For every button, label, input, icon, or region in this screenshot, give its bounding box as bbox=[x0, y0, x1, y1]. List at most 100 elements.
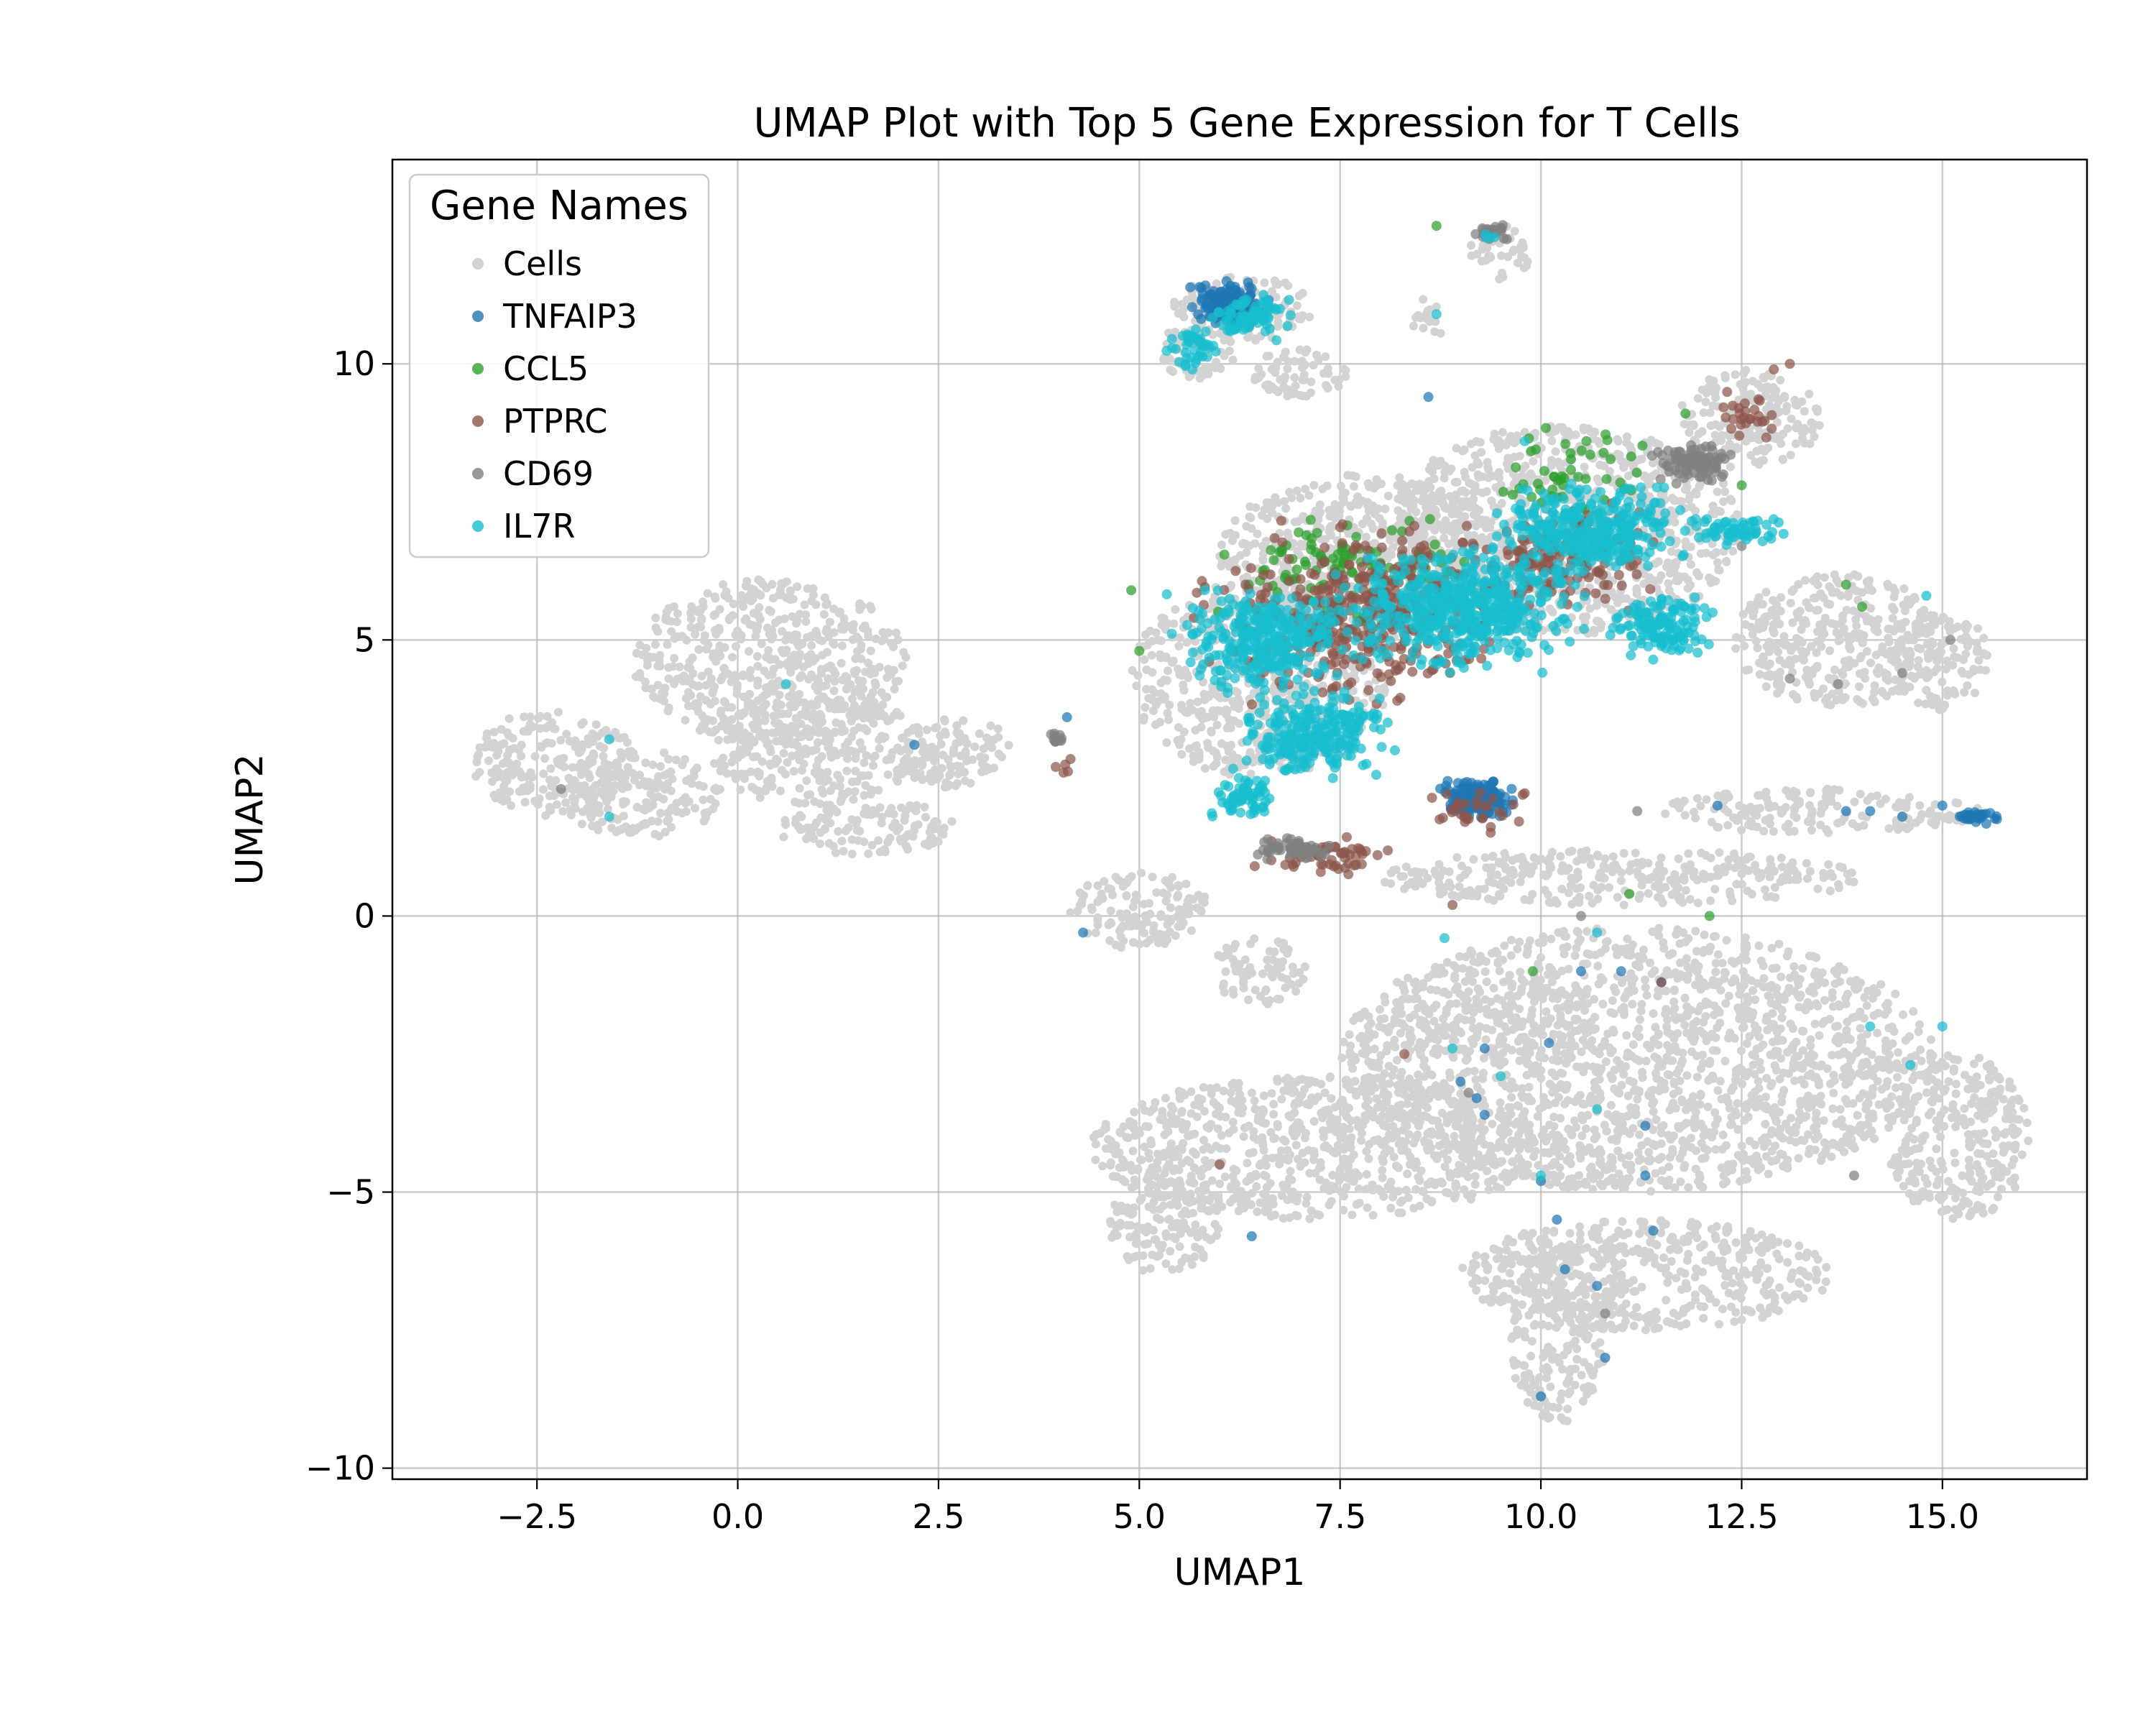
point-cells bbox=[1695, 571, 1704, 581]
point-cells bbox=[850, 787, 860, 796]
point-cells bbox=[837, 719, 846, 729]
point-cells bbox=[774, 709, 783, 718]
point-cells bbox=[475, 743, 484, 753]
point-cells bbox=[566, 810, 576, 819]
point-cells bbox=[1680, 796, 1689, 806]
point-cells bbox=[704, 667, 713, 676]
point-cells bbox=[929, 756, 939, 765]
chart-title: UMAP Plot with Top 5 Gene Expression for… bbox=[754, 100, 1741, 147]
point-cells bbox=[696, 606, 705, 615]
point-cells bbox=[1073, 906, 1082, 916]
point-cells bbox=[1156, 717, 1165, 727]
point-cells bbox=[1273, 318, 1283, 327]
point-cells bbox=[1224, 747, 1233, 756]
point-cells bbox=[1813, 884, 1823, 893]
point-cells bbox=[584, 793, 592, 802]
point-cells bbox=[922, 725, 931, 735]
point-cells bbox=[599, 752, 608, 761]
point-cells bbox=[1483, 458, 1492, 467]
point-cells bbox=[1393, 506, 1403, 515]
point-cells bbox=[664, 703, 673, 712]
point-cells bbox=[1613, 435, 1622, 444]
point-cells bbox=[700, 724, 709, 733]
point-cells bbox=[893, 777, 903, 786]
point-cells bbox=[1424, 477, 1434, 486]
point-cells bbox=[727, 677, 736, 686]
point-cells bbox=[737, 591, 746, 600]
point-cells bbox=[1076, 889, 1085, 898]
point-cells bbox=[1672, 576, 1681, 585]
point-cells bbox=[763, 738, 773, 748]
point-cells bbox=[578, 763, 587, 773]
point-cells bbox=[1481, 256, 1491, 265]
point-cells bbox=[543, 738, 552, 748]
point-cells bbox=[502, 795, 512, 804]
point-cells bbox=[870, 668, 880, 678]
point-cells bbox=[1579, 426, 1588, 435]
point-cells bbox=[883, 673, 892, 682]
point-cells bbox=[738, 598, 747, 607]
point-cells bbox=[528, 773, 537, 782]
point-cells bbox=[1815, 420, 1824, 430]
point-cells bbox=[1619, 849, 1628, 858]
point-cells bbox=[632, 803, 642, 811]
point-cells bbox=[891, 628, 900, 638]
point-cells bbox=[732, 689, 742, 699]
point-cells bbox=[1268, 508, 1277, 518]
point-cells bbox=[803, 791, 812, 800]
point-cells bbox=[808, 700, 817, 709]
point-cells bbox=[683, 663, 693, 672]
point-cells bbox=[1777, 853, 1786, 862]
point-cells bbox=[796, 811, 804, 820]
point-cells bbox=[837, 641, 847, 650]
point-cells bbox=[877, 636, 886, 645]
point-cells bbox=[1606, 605, 1616, 614]
point-cells bbox=[662, 607, 671, 617]
point-cells bbox=[1826, 700, 1835, 709]
point-cells bbox=[1212, 759, 1221, 768]
point-cells bbox=[931, 745, 940, 754]
point-cells bbox=[731, 671, 740, 680]
point-cells bbox=[1789, 827, 1799, 836]
point-cells bbox=[1692, 489, 1701, 499]
point-cells bbox=[1942, 664, 1950, 673]
point-cells bbox=[1902, 658, 1911, 668]
point-cells bbox=[1572, 884, 1581, 893]
point-cells bbox=[623, 782, 632, 791]
point-cells bbox=[656, 809, 665, 818]
point-cells bbox=[1123, 878, 1132, 887]
point-cells bbox=[570, 798, 579, 807]
point-cells bbox=[1757, 446, 1766, 454]
point-cells bbox=[1631, 848, 1640, 857]
point-cells bbox=[866, 646, 875, 656]
point-cells bbox=[867, 841, 877, 850]
point-cells bbox=[1782, 406, 1791, 415]
point-cells bbox=[623, 750, 632, 759]
point-cells bbox=[1712, 548, 1721, 557]
point-cells bbox=[663, 816, 672, 826]
point-cells bbox=[1871, 650, 1881, 660]
point-cells bbox=[1318, 484, 1327, 494]
point-cells bbox=[1452, 528, 1461, 537]
point-cells bbox=[1723, 821, 1733, 830]
point-cells bbox=[1943, 686, 1952, 695]
point-cells bbox=[533, 800, 543, 809]
point-cells bbox=[1217, 540, 1226, 549]
point-cells bbox=[725, 613, 734, 622]
point-cells bbox=[1160, 692, 1169, 701]
point-cells bbox=[729, 727, 738, 736]
point-cells bbox=[959, 716, 968, 725]
point-cells bbox=[771, 719, 780, 728]
point-cells bbox=[975, 729, 984, 738]
point-cells bbox=[838, 789, 847, 799]
point-cells bbox=[875, 735, 884, 745]
point-cells bbox=[1748, 630, 1757, 639]
point-cells bbox=[704, 640, 713, 650]
point-cells bbox=[812, 674, 821, 684]
point-cells bbox=[1140, 655, 1149, 664]
point-cells bbox=[640, 651, 650, 661]
point-cells bbox=[757, 757, 767, 766]
point-cells bbox=[836, 797, 845, 806]
point-cells bbox=[1685, 420, 1694, 430]
point-cells bbox=[1732, 443, 1741, 452]
